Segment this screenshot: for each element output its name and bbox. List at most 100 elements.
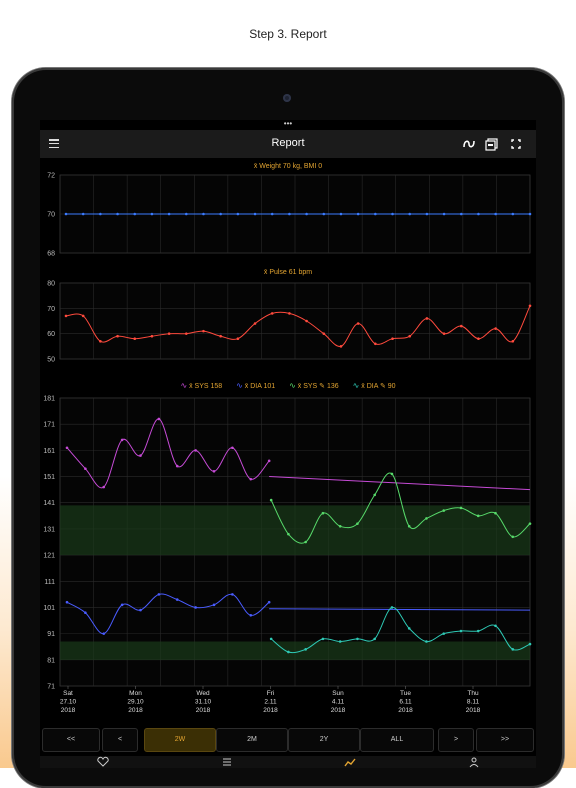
dia-alt-series-line xyxy=(270,606,531,654)
pulse-series-point xyxy=(442,332,446,335)
pulse-series-point xyxy=(99,339,102,343)
weight-ytick: 72 xyxy=(47,173,55,180)
weight-series-point xyxy=(511,212,515,216)
weight-series-point xyxy=(184,212,188,216)
weight-series-point xyxy=(494,212,497,216)
pulse-series-point xyxy=(288,312,291,315)
dia-series-point xyxy=(84,611,87,614)
pulse-series-point xyxy=(202,329,205,333)
tab-2y[interactable]: 2Y xyxy=(288,728,360,752)
pulse-series-point xyxy=(253,322,257,325)
x-tick-label: 2018 xyxy=(466,707,481,714)
tab-prev[interactable]: < xyxy=(102,728,138,752)
sys-series-point xyxy=(175,464,179,468)
heart-icon[interactable] xyxy=(96,756,110,768)
dia-alt-series-point xyxy=(269,637,273,641)
weight-series-point xyxy=(374,212,377,216)
dia-series-point xyxy=(175,598,179,601)
sys-series-point xyxy=(65,446,69,450)
list-icon[interactable] xyxy=(220,756,234,768)
dia-series-point xyxy=(65,600,69,604)
sys-alt-series-point xyxy=(321,511,325,515)
bp-ytick: 111 xyxy=(44,579,55,586)
tab-2m[interactable]: 2M xyxy=(216,728,288,752)
x-tick-label: 2.11 xyxy=(264,699,277,706)
multitasking-dots[interactable]: ••• xyxy=(283,120,293,128)
sys-alt-series-point xyxy=(476,514,480,518)
x-tick-label: 2018 xyxy=(61,707,76,714)
sys-alt-series-point xyxy=(304,540,307,544)
bp-ytick: 171 xyxy=(43,422,55,429)
curve-icon[interactable] xyxy=(461,136,477,152)
dia-alt-series-point xyxy=(390,606,394,609)
weight-series-point xyxy=(202,212,205,216)
dia-alt-series-point xyxy=(511,648,515,651)
bp-ytick: 81 xyxy=(47,657,55,664)
dia-alt-series-point xyxy=(407,627,411,630)
x-tick-label: 2018 xyxy=(263,707,278,714)
weight-series-point xyxy=(150,212,154,216)
tab-all[interactable]: ALL xyxy=(360,728,434,752)
tab-last[interactable]: >> xyxy=(476,728,534,752)
x-tick-label: Fri xyxy=(267,690,275,697)
step-caption: Step 3. Report xyxy=(249,27,327,41)
pdf-icon[interactable] xyxy=(484,136,500,152)
dia-series-point xyxy=(120,603,124,607)
dia-alt-series-point xyxy=(476,629,480,633)
dia-series-line xyxy=(66,593,270,635)
bp-ytick: 151 xyxy=(43,474,55,481)
tab-next[interactable]: > xyxy=(438,728,474,752)
pulse-series-point xyxy=(425,317,429,320)
bottom-nav xyxy=(40,756,536,768)
tab-2w[interactable]: 2W xyxy=(144,728,216,752)
x-tick-label: 6.11 xyxy=(399,699,412,706)
weight-series-point xyxy=(356,212,360,216)
dia-series-point xyxy=(194,606,197,609)
weight-series-point xyxy=(270,212,274,216)
sys-trend-line xyxy=(269,476,531,491)
legend-sys-alt: ∿ x̄ SYS ✎ 136 xyxy=(289,381,339,390)
pulse-series-point xyxy=(116,334,119,338)
legend-dia: ∿ x̄ DIA 101 xyxy=(236,381,276,390)
sys-alt-series-point xyxy=(356,522,359,525)
menu-icon[interactable] xyxy=(49,139,59,149)
legend-sys: ∿ x̄ SYS 158 xyxy=(180,381,223,390)
x-tick-label: 2018 xyxy=(398,707,413,714)
sys-series-point xyxy=(212,470,216,473)
dia-alt-series-point xyxy=(287,650,290,654)
fullscreen-icon[interactable] xyxy=(508,136,524,152)
bp-ytick: 161 xyxy=(43,448,55,455)
tab-first[interactable]: << xyxy=(42,728,100,752)
x-tick-label: Wed xyxy=(196,690,210,697)
sys-series-point xyxy=(194,449,197,452)
pulse-series-point xyxy=(219,334,222,338)
legend-dia-alt: ∿ x̄ DIA ✎ 90 xyxy=(352,381,396,390)
weight-series-point xyxy=(391,212,394,216)
weight-series-point xyxy=(64,212,68,216)
pulse-ytick: 80 xyxy=(47,281,55,288)
x-tick-label: 2018 xyxy=(331,707,346,714)
app-screen: ••• Report x̄ Weight 70 kg, BMI 0 72 70 68… xyxy=(40,120,536,768)
sys-series-point xyxy=(157,417,161,421)
person-icon[interactable] xyxy=(467,756,481,768)
bp-ytick: 121 xyxy=(43,553,55,560)
pulse-series-point xyxy=(477,337,480,341)
x-tick-label: Tue xyxy=(400,690,411,697)
dia-series-point xyxy=(212,603,216,607)
sys-series-point xyxy=(120,438,124,442)
chart-icon[interactable] xyxy=(343,756,357,768)
dia-alt-series-point xyxy=(304,648,307,651)
x-tick-label: 29.10 xyxy=(127,699,144,706)
weight-series-point xyxy=(408,212,412,216)
x-tick-label: Mon xyxy=(129,690,142,697)
front-camera xyxy=(283,94,291,102)
sys-alt-series-point xyxy=(528,522,532,525)
pulse-series-point xyxy=(167,332,171,335)
x-tick-label: 2018 xyxy=(196,707,211,714)
pulse-ytick: 50 xyxy=(47,357,55,364)
x-tick-label: Sun xyxy=(332,690,344,697)
weight-series-point xyxy=(99,212,102,216)
weight-chart: 72 70 68 xyxy=(47,173,532,256)
pulse-series-point xyxy=(339,345,343,348)
bp-ytick: 131 xyxy=(43,526,55,533)
